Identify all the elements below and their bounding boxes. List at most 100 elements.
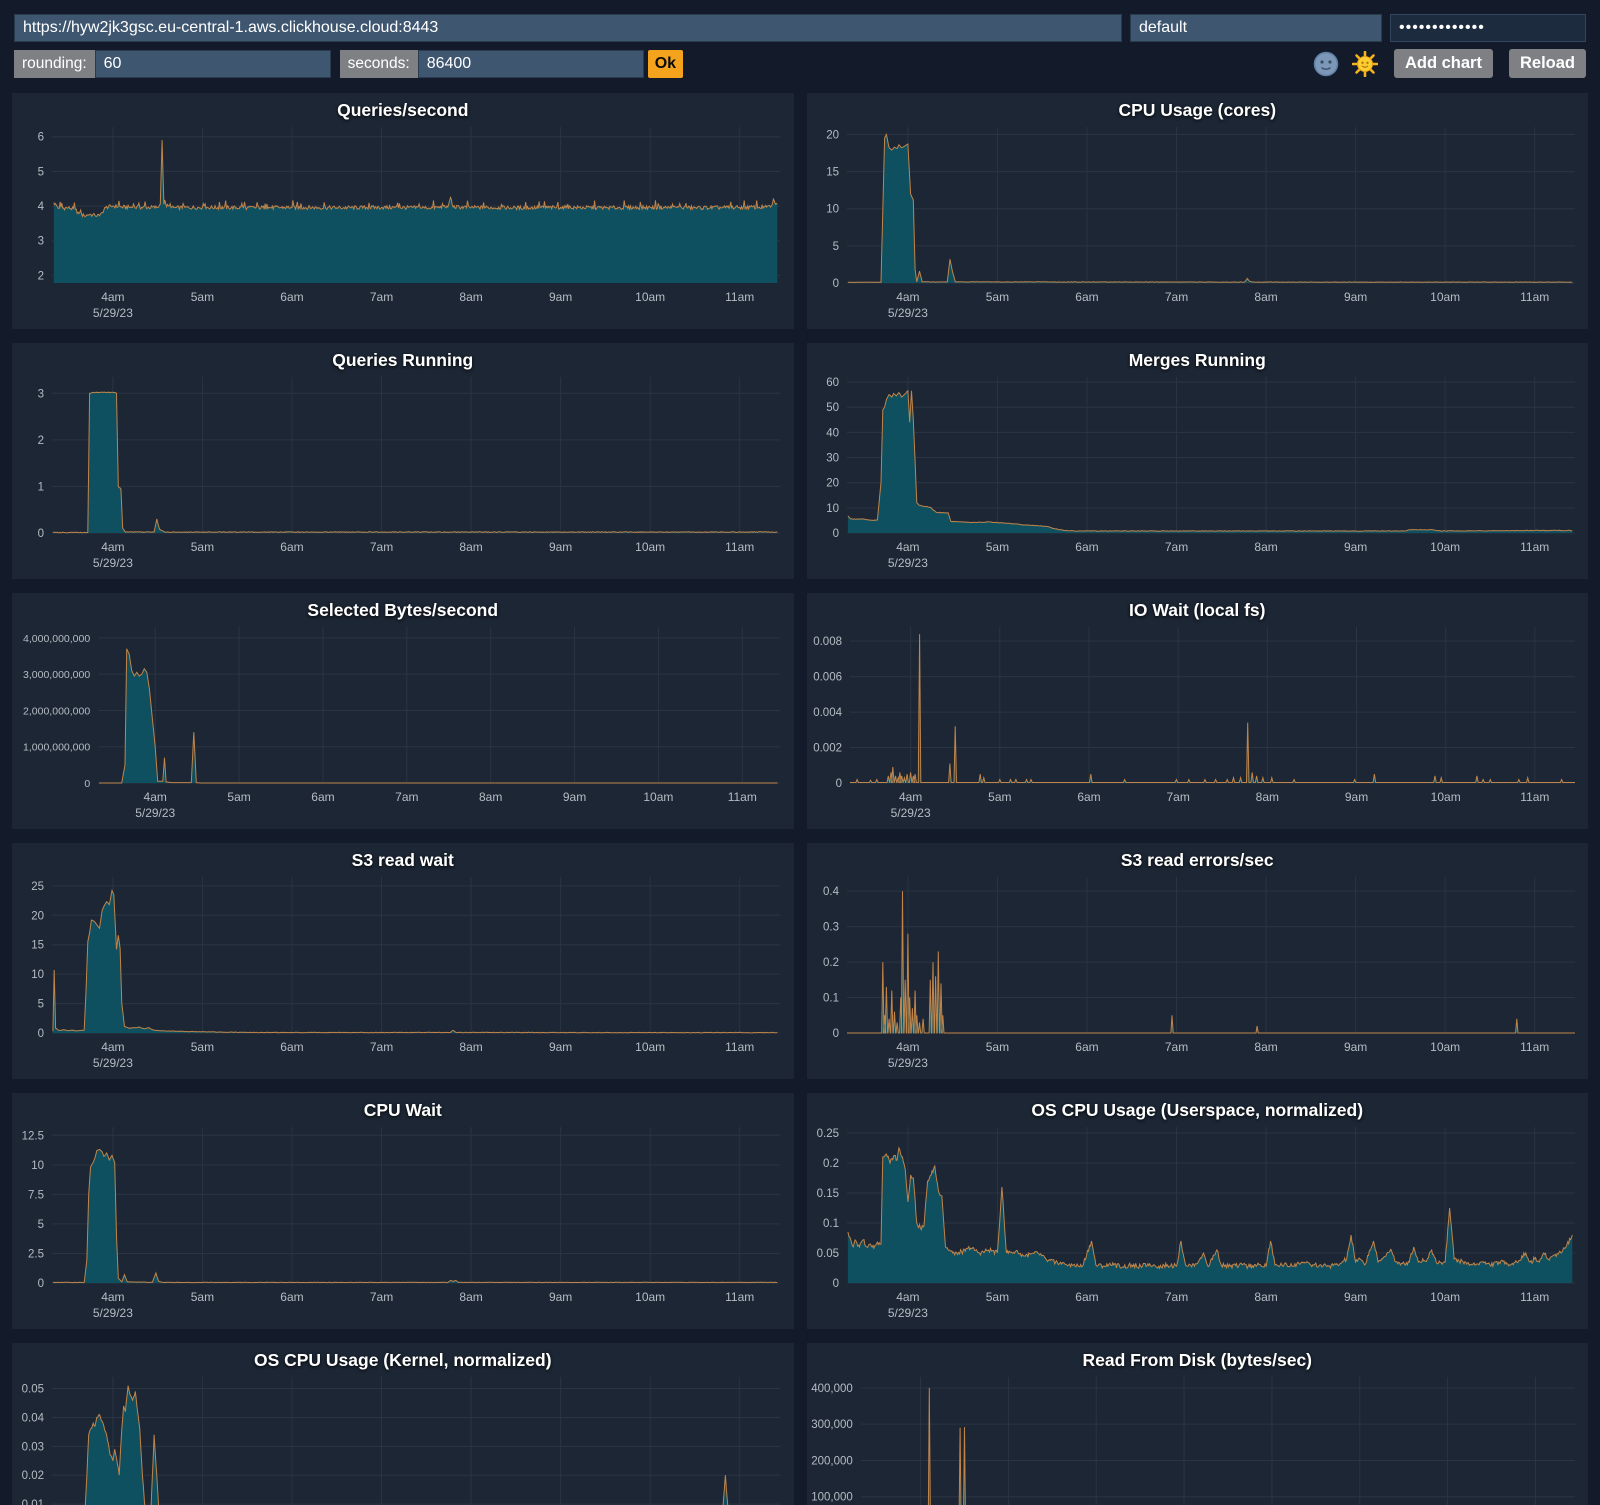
add-chart-button[interactable]: Add chart (1393, 49, 1493, 78)
svg-text:9am: 9am (549, 1040, 572, 1054)
chart-panel-s3-read-wait[interactable]: S3 read wait 0 5 10 15 20 25 4am 5/29/23 5am 6am 7… (12, 843, 794, 1079)
svg-text:5: 5 (832, 241, 838, 253)
svg-text:5am: 5am (988, 790, 1011, 804)
svg-text:1: 1 (38, 481, 44, 493)
svg-text:7am: 7am (1164, 290, 1187, 304)
connection-row (14, 14, 1586, 42)
svg-text:7am: 7am (1166, 790, 1189, 804)
svg-text:7am: 7am (370, 540, 393, 554)
svg-text:5: 5 (38, 999, 44, 1011)
svg-text:3,000,000,000: 3,000,000,000 (23, 669, 90, 681)
svg-text:8am: 8am (1255, 790, 1278, 804)
svg-text:6am: 6am (1077, 790, 1100, 804)
svg-text:0.1: 0.1 (823, 1218, 839, 1230)
svg-text:5: 5 (38, 1219, 44, 1231)
svg-text:10am: 10am (1430, 1040, 1460, 1054)
svg-text:9am: 9am (1344, 790, 1367, 804)
chart-panel-s3-read-errors-sec[interactable]: S3 read errors/sec 0 0.1 0.2 0.3 0.4 4am 5/29/… (806, 843, 1588, 1079)
svg-text:0: 0 (832, 528, 838, 540)
svg-text:100,000: 100,000 (811, 1492, 853, 1504)
svg-text:5/29/23: 5/29/23 (135, 806, 175, 820)
svg-text:6am: 6am (1075, 1040, 1098, 1054)
svg-text:11am: 11am (725, 1290, 754, 1304)
svg-text:4am: 4am (144, 790, 167, 804)
svg-text:0.02: 0.02 (22, 1470, 44, 1482)
svg-text:15: 15 (826, 167, 839, 179)
svg-text:8am: 8am (1254, 1040, 1277, 1054)
svg-text:4,000,000,000: 4,000,000,000 (23, 633, 90, 645)
svg-text:11am: 11am (1520, 1290, 1549, 1304)
svg-text:0.004: 0.004 (813, 707, 842, 719)
svg-text:5/29/23: 5/29/23 (93, 556, 133, 570)
chart-panel-read-from-disk-bytes-sec[interactable]: Read From Disk (bytes/sec) 0100,000200,0… (806, 1343, 1588, 1505)
svg-text:8am: 8am (459, 290, 482, 304)
chart-panel-selected-bytes-second[interactable]: Selected Bytes/second 0 1,000,000,000 2,00… (12, 593, 794, 829)
svg-text:0: 0 (38, 528, 44, 540)
svg-text:5/29/23: 5/29/23 (93, 1056, 133, 1070)
svg-text:5: 5 (38, 166, 44, 178)
chart-panel-queries-running[interactable]: Queries Running 0 1 2 3 4am 5/29/23 5am 6am 7am 8… (12, 343, 794, 579)
svg-text:0: 0 (832, 278, 838, 290)
svg-text:9am: 9am (1343, 290, 1366, 304)
svg-text:4am: 4am (896, 540, 919, 554)
svg-text:10am: 10am (1430, 540, 1460, 554)
svg-text:6am: 6am (1075, 290, 1098, 304)
svg-text:5/29/23: 5/29/23 (93, 306, 133, 320)
username-input[interactable] (1130, 14, 1382, 42)
svg-text:2,000,000,000: 2,000,000,000 (23, 705, 90, 717)
svg-text:11am: 11am (725, 290, 754, 304)
svg-text:0.008: 0.008 (813, 636, 842, 648)
svg-text:0.1: 0.1 (823, 993, 839, 1005)
svg-text:25: 25 (31, 881, 44, 893)
svg-text:40: 40 (826, 427, 839, 439)
svg-text:6am: 6am (280, 1040, 303, 1054)
server-url-input[interactable] (14, 14, 1122, 42)
ok-button[interactable]: Ok (647, 49, 684, 78)
svg-text:10am: 10am (635, 1290, 665, 1304)
svg-text:0.05: 0.05 (816, 1248, 838, 1260)
svg-text:0.006: 0.006 (813, 672, 842, 684)
svg-text:3: 3 (38, 236, 44, 248)
rounding-input[interactable] (94, 49, 331, 78)
chart-panel-merges-running[interactable]: Merges Running 0 10 20 30 40 50 60 4am 5/29/23 5a… (806, 343, 1588, 579)
password-input[interactable] (1390, 14, 1586, 42)
svg-text:60: 60 (826, 377, 839, 389)
seconds-input[interactable] (417, 49, 644, 78)
svg-text:0: 0 (38, 1278, 44, 1290)
svg-text:5am: 5am (985, 540, 1008, 554)
svg-text:20: 20 (31, 910, 44, 922)
svg-text:300,000: 300,000 (811, 1419, 853, 1431)
chart-panel-queries-second[interactable]: Queries/second 2 3 4 5 6 4am 5/29/23 5am 6am 7am 8… (12, 93, 794, 329)
svg-text:7am: 7am (1164, 540, 1187, 554)
svg-text:0.002: 0.002 (813, 743, 842, 755)
svg-text:11am: 11am (725, 540, 754, 554)
svg-text:3: 3 (38, 388, 44, 400)
svg-text:11am: 11am (1520, 1040, 1549, 1054)
svg-text:20: 20 (826, 129, 839, 141)
reload-button[interactable]: Reload (1508, 49, 1586, 78)
chart-plot: 0 2.5 5 7.5 10 12.5 4am 5/29/23 5am 6am 7am 8am 9am 1… (22, 1127, 780, 1320)
chart-panel-cpu-usage-cores[interactable]: CPU Usage (cores) 0 5 10 15 20 4am 5/29/23 5am 6… (806, 93, 1588, 329)
svg-text:10: 10 (826, 204, 839, 216)
svg-text:0.04: 0.04 (22, 1412, 45, 1424)
svg-text:10: 10 (31, 1160, 44, 1172)
svg-text:5am: 5am (227, 790, 250, 804)
chart-plot: 0 1,000,000,000 2,000,000,000 3,000,000,000… (23, 627, 780, 820)
chart-panel-io-wait-local-fs[interactable]: IO Wait (local fs) 0 0.002 0.004 0.006 0.008… (806, 593, 1588, 829)
svg-text:5/29/23: 5/29/23 (887, 556, 927, 570)
sun-face-icon[interactable] (1351, 50, 1379, 77)
svg-text:6am: 6am (1075, 1290, 1098, 1304)
chart-panel-os-cpu-usage-userspace-normalized[interactable]: OS CPU Usage (Userspace, normalized) 0 0.… (806, 1093, 1588, 1329)
svg-text:6am: 6am (280, 290, 303, 304)
svg-text:5/29/23: 5/29/23 (890, 806, 930, 820)
svg-text:4am: 4am (101, 290, 124, 304)
svg-text:8am: 8am (1254, 290, 1277, 304)
chart-panel-os-cpu-usage-kernel-normalized[interactable]: OS CPU Usage (Kernel, normalized) 00.010… (12, 1343, 794, 1505)
svg-text:5/29/23: 5/29/23 (93, 1306, 133, 1320)
chart-panel-cpu-wait[interactable]: CPU Wait 0 2.5 5 7.5 10 12.5 4am 5/29/23 5am 6am 7… (12, 1093, 794, 1329)
controls-row: rounding: seconds: Ok (14, 49, 1586, 78)
svg-text:0.25: 0.25 (816, 1128, 838, 1140)
moon-face-icon[interactable] (1313, 51, 1339, 77)
svg-text:4am: 4am (101, 1290, 124, 1304)
svg-text:5/29/23: 5/29/23 (887, 306, 927, 320)
